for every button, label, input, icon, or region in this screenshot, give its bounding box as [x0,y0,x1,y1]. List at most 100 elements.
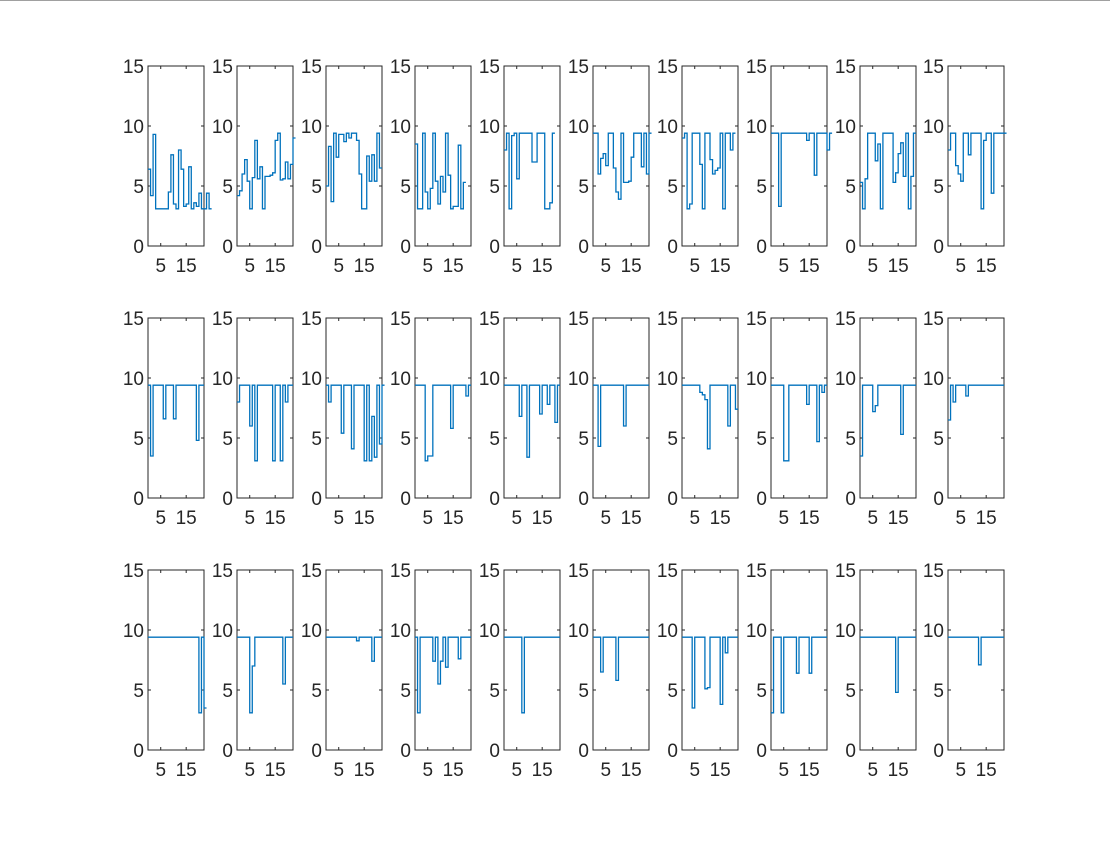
x-tick-label: 15 [710,760,731,781]
x-tick-label: 5 [244,256,255,277]
y-tick-label: 5 [845,681,856,702]
axes-box [147,569,205,751]
y-tick-label: 0 [489,741,500,762]
y-tick-label: 0 [311,489,322,510]
axes-box [859,569,917,751]
x-tick-label: 15 [354,760,375,781]
y-tick-label: 10 [923,621,944,642]
y-tick-label: 10 [479,369,500,390]
y-tick-label: 10 [657,117,678,138]
axes-box [414,65,472,247]
series-line [504,384,560,458]
series-line [504,636,560,714]
x-tick-label: 15 [443,256,464,277]
y-tick-label: 0 [222,237,233,258]
x-tick-label: 15 [976,508,997,529]
y-tick-label: 15 [746,561,767,582]
x-tick-label: 5 [333,256,344,277]
y-tick-label: 5 [400,429,411,450]
x-tick-label: 15 [621,256,642,277]
y-tick-label: 10 [301,621,322,642]
y-tick-label: 0 [756,489,767,510]
series-line [682,132,736,210]
x-tick-label: 15 [532,760,553,781]
x-tick-label: 15 [265,760,286,781]
y-tick-label: 5 [756,681,767,702]
y-tick-label: 0 [756,741,767,762]
y-tick-label: 5 [311,681,322,702]
x-tick-label: 15 [176,760,197,781]
y-tick-label: 0 [133,489,144,510]
y-tick-label: 10 [390,369,411,390]
series-line [593,636,649,682]
y-tick-label: 0 [400,741,411,762]
x-tick-label: 15 [888,760,909,781]
x-tick-label: 5 [155,256,166,277]
y-tick-label: 15 [568,57,589,78]
x-tick-label: 15 [532,256,553,277]
y-tick-label: 0 [400,237,411,258]
y-tick-label: 15 [123,57,144,78]
axes-box [592,317,650,499]
x-tick-label: 5 [333,760,344,781]
y-tick-label: 5 [311,429,322,450]
x-tick-label: 15 [976,256,997,277]
y-tick-label: 10 [212,369,233,390]
y-tick-label: 0 [845,237,856,258]
y-tick-label: 5 [933,681,944,702]
y-tick-label: 5 [933,177,944,198]
axes-box [236,317,294,499]
axes-box [947,65,1005,247]
x-tick-label: 5 [511,508,522,529]
y-tick-label: 15 [568,309,589,330]
y-tick-label: 10 [390,621,411,642]
y-tick-label: 10 [301,117,322,138]
x-tick-label: 15 [888,508,909,529]
series-line [326,132,382,210]
x-tick-label: 5 [422,760,433,781]
axes-box [859,317,917,499]
y-tick-label: 15 [301,57,322,78]
y-tick-label: 5 [578,429,589,450]
series-line [415,636,471,714]
window-top-border [0,0,1110,1]
series-line [415,132,466,210]
x-tick-label: 15 [176,508,197,529]
x-tick-label: 5 [600,760,611,781]
y-tick-label: 5 [133,681,144,702]
y-tick-label: 10 [835,621,856,642]
y-tick-label: 5 [489,681,500,702]
y-tick-label: 15 [923,57,944,78]
x-tick-label: 5 [867,760,878,781]
x-tick-label: 5 [600,256,611,277]
y-tick-label: 5 [311,177,322,198]
series-line [860,384,916,457]
series-line [148,636,207,714]
y-tick-label: 10 [746,621,767,642]
axes-box [947,317,1005,499]
y-tick-label: 10 [301,369,322,390]
x-tick-label: 15 [888,256,909,277]
x-tick-label: 15 [621,508,642,529]
x-tick-label: 15 [621,760,642,781]
series-line [771,636,827,714]
y-tick-label: 5 [133,429,144,450]
y-tick-label: 5 [756,177,767,198]
y-tick-label: 15 [746,57,767,78]
y-tick-label: 10 [568,117,589,138]
y-tick-label: 5 [222,681,233,702]
x-tick-label: 5 [422,508,433,529]
x-tick-label: 5 [778,508,789,529]
series-line [326,384,385,462]
axes-box [414,317,472,499]
